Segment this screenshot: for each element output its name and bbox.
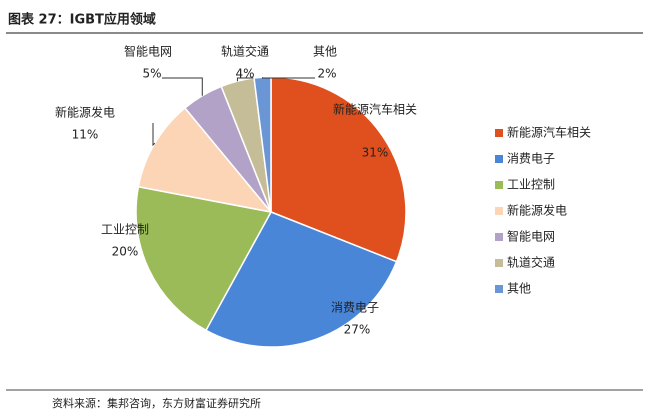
legend-label: 其他 — [507, 282, 531, 296]
slice-label: 轨道交通 — [221, 44, 269, 59]
legend-label: 新能源汽车相关 — [507, 125, 591, 140]
slice-label: 智能电网 — [124, 44, 172, 59]
slice-value-label: 11% — [72, 128, 99, 142]
legend-swatch — [495, 129, 503, 137]
legend-label: 工业控制 — [507, 178, 555, 192]
slice-value-label: 2% — [317, 67, 336, 81]
legend-label: 消费电子 — [507, 152, 555, 166]
legend-swatch — [495, 181, 503, 189]
legend-swatch — [495, 233, 503, 241]
slice-value-label: 4% — [235, 67, 254, 81]
slice-label: 其他 — [313, 45, 337, 59]
legend-swatch — [495, 155, 503, 163]
legend-swatch — [495, 207, 503, 215]
slice-label: 新能源汽车相关 — [333, 102, 417, 117]
pie-slice — [253, 76, 272, 213]
slice-label: 工业控制 — [101, 223, 149, 237]
pie-slice — [204, 211, 398, 348]
leader-line — [236, 77, 255, 82]
legend-label: 智能电网 — [507, 229, 555, 244]
slice-value-label: 31% — [362, 146, 389, 160]
slice-label: 消费电子 — [331, 301, 379, 315]
pie-slice — [135, 185, 273, 332]
leader-line — [152, 123, 156, 147]
legend-swatch — [495, 259, 503, 267]
slice-value-label: 20% — [112, 245, 139, 259]
leader-line — [162, 77, 203, 96]
legend-label: 新能源发电 — [507, 203, 567, 218]
chart-title: 图表 27：IGBT应用领域 — [8, 12, 156, 28]
legend-swatch — [495, 285, 503, 293]
slice-label: 新能源发电 — [55, 105, 115, 120]
source-note: 资料来源：集邦咨询，东方财富证券研究所 — [52, 396, 261, 410]
pie-slice — [270, 76, 407, 263]
leader-line — [262, 77, 315, 79]
legend-label: 轨道交通 — [507, 255, 555, 270]
slice-value-label: 27% — [344, 323, 371, 337]
slice-value-label: 5% — [142, 67, 161, 81]
